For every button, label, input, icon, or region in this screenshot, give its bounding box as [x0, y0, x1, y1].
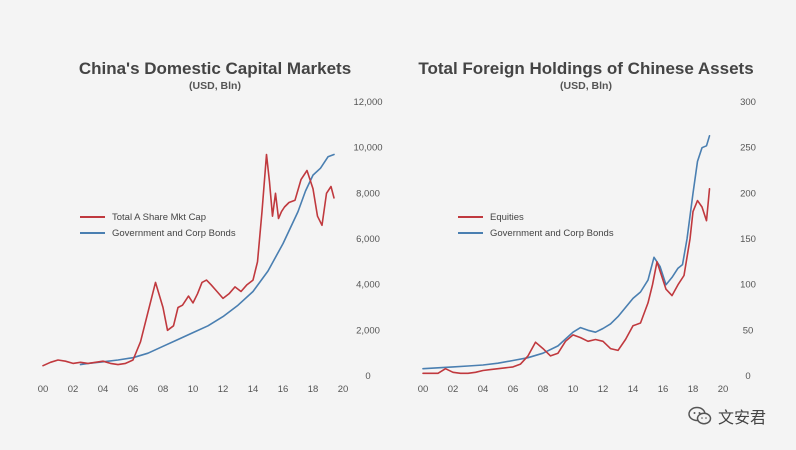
chart-left: China's Domestic Capital Markets (USD, B… [38, 59, 383, 395]
chart-right-x-tick-label: 00 [418, 384, 429, 395]
wechat-icon [688, 406, 712, 425]
chart-left-x-tick-label: 16 [278, 384, 289, 395]
chart-left-y-tick-label: 2,000 [356, 325, 380, 336]
chart-right-y-tick-label: 300 [740, 97, 756, 108]
chart-left-legend: Total A Share Mkt Cap Government and Cor… [80, 212, 236, 239]
chart-right-series [422, 135, 711, 375]
chart-right-series-equities [422, 188, 711, 375]
chart-right-y-tick-label: 100 [740, 280, 756, 291]
chart-right-x-tick-label: 02 [448, 384, 459, 395]
chart-left-x-tick-label: 00 [38, 384, 49, 395]
chart-right-y-tick-label: 150 [740, 234, 756, 245]
chart-right-x-tick-label: 08 [538, 384, 549, 395]
chart-left-x-tick-label: 04 [98, 384, 109, 395]
chart-right-x-tick-label: 06 [508, 384, 519, 395]
chart-left-y-tick-label: 10,000 [353, 143, 382, 154]
chart-right-series-government-and-corp-bonds [422, 135, 711, 370]
chart-left-y-tick-label: 12,000 [353, 97, 382, 108]
chart-right-y-ticks: 0 50 100 150 200 250 300 [740, 97, 756, 382]
legend-label-equities: Equities [490, 212, 524, 223]
chart-left-x-tick-label: 12 [218, 384, 229, 395]
chart-right-x-tick-label: 14 [628, 384, 639, 395]
legend-label-share-mkt-cap: Total A Share Mkt Cap [112, 212, 206, 223]
chart-right-x-tick-label: 18 [688, 384, 699, 395]
chart-right-y-tick-label: 0 [745, 371, 750, 382]
watermark-text: 文安君 [718, 408, 767, 427]
chart-right: Total Foreign Holdings of Chinese Assets… [418, 59, 756, 395]
chart-right-y-tick-label: 50 [743, 325, 754, 336]
legend-label-bonds: Government and Corp Bonds [112, 228, 236, 239]
chart-right-x-ticks: 00 02 04 06 08 10 12 14 16 18 20 [418, 384, 729, 395]
chart-left-x-tick-label: 08 [158, 384, 169, 395]
chart-left-y-tick-label: 0 [365, 371, 370, 382]
chart-left-y-tick-label: 8,000 [356, 188, 380, 199]
chart-right-x-tick-label: 16 [658, 384, 669, 395]
chart-left-x-tick-label: 06 [128, 384, 139, 395]
chart-right-x-tick-label: 10 [568, 384, 579, 395]
chart-left-series [42, 153, 335, 367]
chart-left-x-tick-label: 14 [248, 384, 259, 395]
chart-left-x-tick-label: 18 [308, 384, 319, 395]
chart-left-series-total-a-share-mkt-cap [42, 153, 335, 367]
chart-left-x-tick-label: 10 [188, 384, 199, 395]
chart-right-legend: Equities Government and Corp Bonds [458, 212, 614, 239]
chart-left-x-tick-label: 20 [338, 384, 349, 395]
chart-left-series-government-and-corp-bonds [79, 153, 335, 366]
chart-left-title: China's Domestic Capital Markets [79, 59, 351, 78]
chart-left-subtitle: (USD, Bln) [189, 80, 241, 92]
legend-label-bonds-right: Government and Corp Bonds [490, 228, 614, 239]
chart-left-y-tick-label: 6,000 [356, 234, 380, 245]
chart-right-x-tick-label: 04 [478, 384, 489, 395]
chart-left-x-tick-label: 02 [68, 384, 79, 395]
chart-right-title: Total Foreign Holdings of Chinese Assets [418, 59, 753, 78]
watermark: 文安君 [688, 404, 766, 428]
chart-right-y-tick-label: 250 [740, 143, 756, 154]
chart-right-subtitle: (USD, Bln) [560, 80, 612, 92]
chart-left-x-ticks: 00 02 04 06 08 10 12 14 16 18 20 [38, 384, 349, 395]
chart-right-x-tick-label: 20 [718, 384, 729, 395]
chart-right-x-tick-label: 12 [598, 384, 609, 395]
chart-left-y-ticks: 0 2,000 4,000 6,000 8,000 10,000 12,000 [353, 97, 382, 382]
chart-left-y-tick-label: 4,000 [356, 280, 380, 291]
chart-right-y-tick-label: 200 [740, 188, 756, 199]
